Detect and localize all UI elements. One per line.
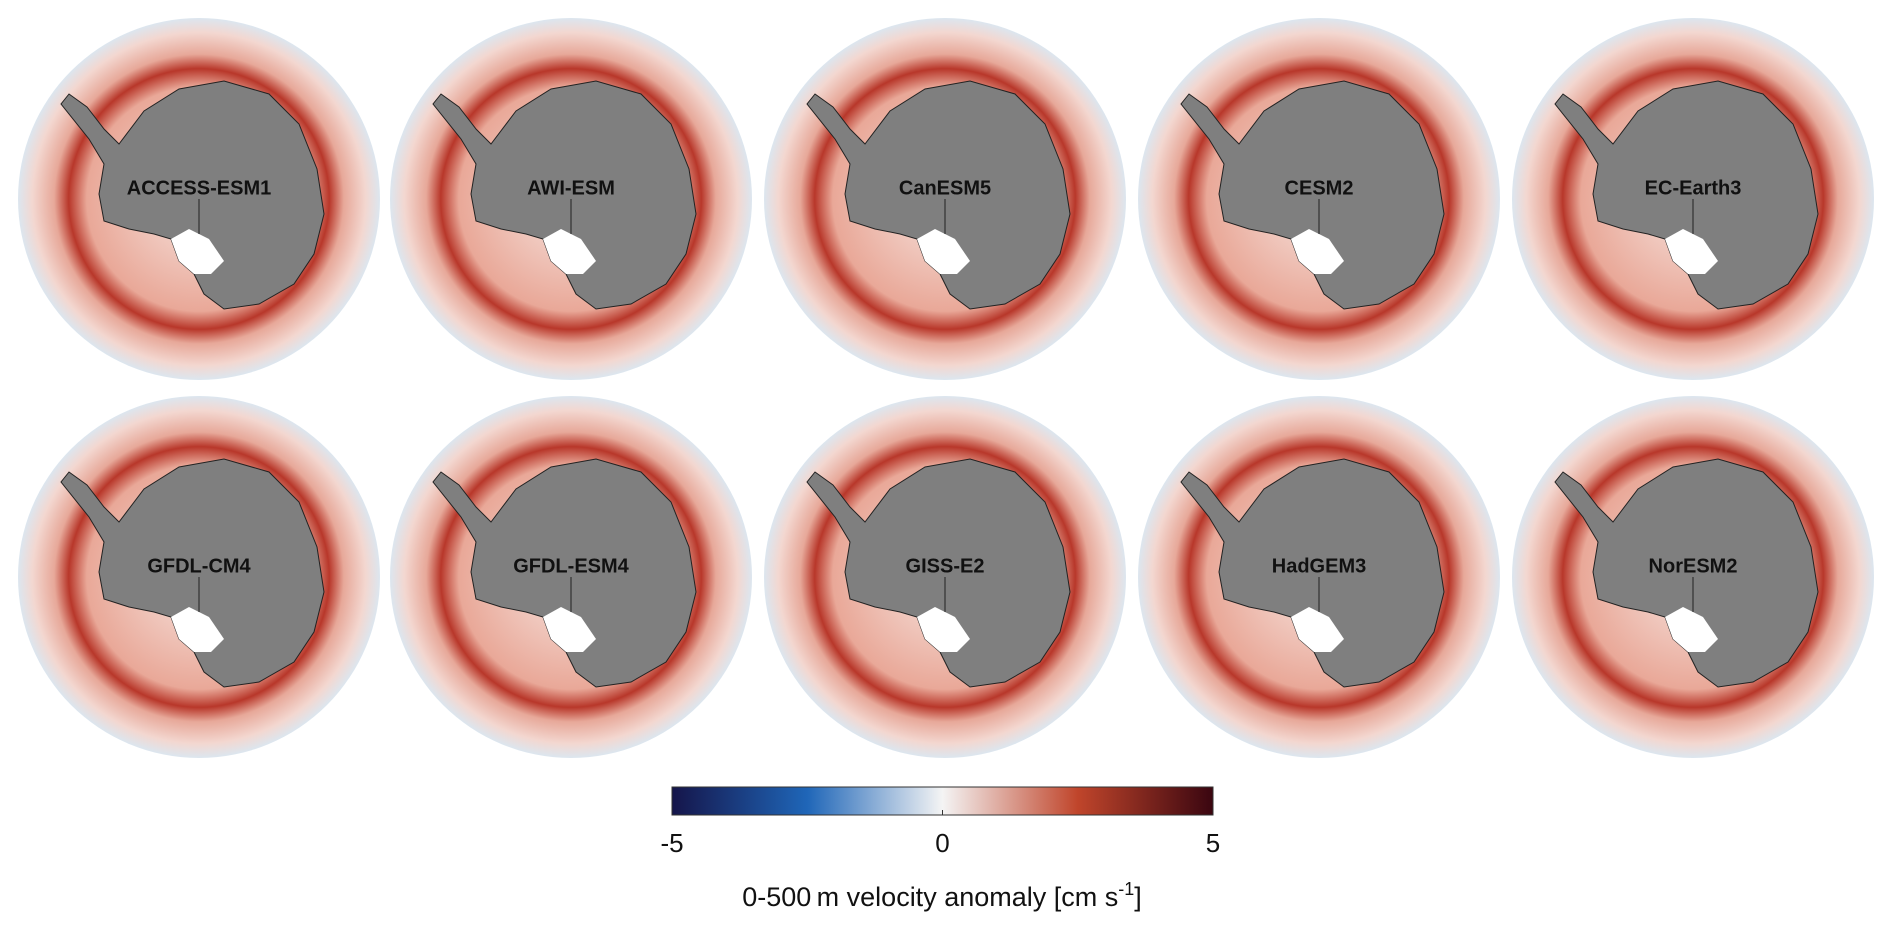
colorbar-label-text: 0-500 m velocity anomaly [cm s [742,882,1118,912]
panel-label: GISS-E2 [906,555,985,577]
tick-label: 0 [935,828,949,858]
panel-label: ACCESS-ESM1 [127,177,271,199]
map-panel: GFDL-ESM4 [390,396,752,758]
map-panel: EC-Earth3 [1512,18,1874,380]
map-panel: GFDL-CM4 [18,396,380,758]
map-panel: GISS-E2 [764,396,1126,758]
map-panel: NorESM2 [1512,396,1874,758]
colorbar: -5 0 5 [660,786,1220,858]
tick-label: 5 [1206,828,1220,858]
colorbar-label-end: ] [1134,882,1142,912]
map-panel: AWI-ESM [390,18,752,380]
panel-label: EC-Earth3 [1645,177,1742,199]
panel-label: GFDL-ESM4 [513,555,629,577]
map-panel: CanESM5 [764,18,1126,380]
colorbar-label-superscript: -1 [1118,879,1134,899]
panel-label: CanESM5 [899,177,991,199]
panel-label: NorESM2 [1649,555,1738,577]
panel-label: CESM2 [1285,177,1354,199]
panel-label: AWI-ESM [527,177,615,199]
colorbar-label: 0-500 m velocity anomaly [cm s-1] [742,879,1142,912]
map-panel: ACCESS-ESM1 [18,18,380,380]
panels: ACCESS-ESM1 AWI-ESM CanESM5 CESM2 EC-Earth3 G… [18,18,1874,758]
map-panel: CESM2 [1138,18,1500,380]
panel-label: HadGEM3 [1272,555,1366,577]
map-panel: HadGEM3 [1138,396,1500,758]
panel-label: GFDL-CM4 [147,555,251,577]
tick-label: -5 [660,828,683,858]
